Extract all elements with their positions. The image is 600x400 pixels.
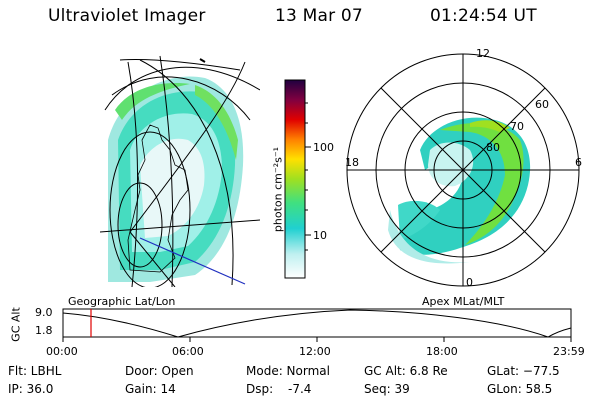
timeline-ytick-9: 9.0 [35,306,53,319]
apex-caption: Apex MLat/MLT [422,295,505,308]
geographic-map [100,55,260,287]
mlt-label-18: 18 [345,156,359,169]
info-glon: GLon: 58.5 [487,382,553,396]
info-gain: Gain: 14 [125,382,176,396]
colorbar-unit-label: photon cm⁻²s⁻¹ [271,146,285,233]
info-seq: Seq: 39 [364,382,410,396]
timeline-xtick-1200: 12:00 [299,345,331,358]
colorbar-tick-100: 100 [313,141,334,154]
timeline-xtick-2359: 23:59 [553,345,585,358]
lat-label-80: 80 [486,141,500,154]
time-label: 01:24:54 UT [430,6,537,26]
lat-label-70: 70 [510,120,524,133]
instrument-title: Ultraviolet Imager [48,6,206,26]
timeline-ylabel: GC Alt [9,307,23,342]
geographic-caption: Geographic Lat/Lon [68,295,176,308]
timeline-xtick-0600: 06:00 [172,345,204,358]
mlt-label-0: 0 [466,276,473,289]
color-bar [284,79,311,279]
timeline-ytick-1.8: 1.8 [35,324,53,337]
timeline-xtick-1800: 18:00 [426,345,458,358]
altitude-curve [62,309,572,338]
lat-label-60: 60 [535,98,549,111]
info-door: Door: Open [125,364,194,378]
info-flt: Flt: LBHL [8,364,62,378]
info-gcalt: GC Alt: 6.8 Re [364,364,448,378]
coastline-left [127,124,189,273]
timeline-xtick-0000: 00:00 [46,345,78,358]
info-dsp: Dsp: [246,382,274,396]
info-ip: IP: 36.0 [8,382,54,396]
timeline-panel [62,308,572,342]
mlt-label-12: 12 [476,47,490,60]
info-dsp-value: -7.4 [288,382,312,396]
info-glat: GLat: −77.5 [487,364,560,378]
polar-map [346,53,580,287]
date-label: 13 Mar 07 [275,6,363,26]
info-mode: Mode: Normal [246,364,330,378]
colorbar-tick-10: 10 [313,229,327,242]
terminator-line [139,237,246,285]
mlt-label-6: 6 [575,156,582,169]
